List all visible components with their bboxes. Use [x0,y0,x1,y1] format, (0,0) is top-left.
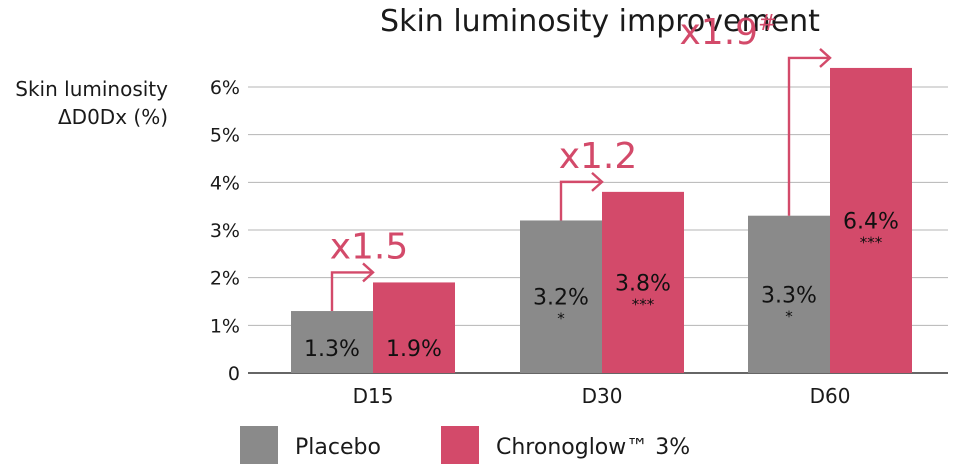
y-tick-label: 6% [210,77,240,99]
y-tick-label: 1% [210,315,240,337]
y-tick-label: 3% [210,220,240,242]
legend-swatch-chronoglow [441,426,479,464]
y-axis-label-line-1: Skin luminosity [15,77,168,101]
chart-title: Skin luminosity improvement [380,4,820,39]
y-axis-label-line-2: ΔD0Dx (%) [58,105,168,129]
bar-chronoglow-d60 [830,67,912,373]
ratio-arrow [559,180,600,221]
x-tick-label-d15: D15 [353,384,394,408]
ratio-arrow [330,271,371,312]
ratio-arrow [787,56,828,216]
grid: 0 1% 2% 3% 4% 5% 6% [210,77,948,385]
significance-mark: *** [632,295,655,313]
bar-placebo-d15 [291,311,373,373]
ratio-label-superscript: # [758,11,776,36]
bar-placebo-d60 [748,215,830,373]
ratio-annotations: x1.5 x1.2 x1.9# [330,11,832,312]
y-tick-label: 4% [210,172,240,194]
y-tick-label: 0 [228,363,240,385]
x-tick-label-d30: D30 [582,384,623,408]
significance-mark: * [785,307,793,325]
y-tick-label: 2% [210,268,240,290]
bars: 1.3% 1.9%D153.2%*3.8%***D303.3%*6.4%***D6… [291,67,912,408]
significance-mark: *** [860,233,883,251]
legend: Placebo Chronoglow™ 3% [240,426,690,464]
legend-label-chronoglow: Chronoglow™ 3% [496,435,690,460]
data-label: 3.2% [533,286,589,311]
significance-mark: * [557,310,565,328]
x-tick-label-d60: D60 [810,384,851,408]
data-label: 3.8% [615,271,671,296]
data-label: 3.3% [761,283,817,308]
ratio-label: x1.2 [559,136,638,177]
data-label: 1.3% [304,337,360,362]
legend-label-placebo: Placebo [295,435,381,460]
data-label: 1.9% [386,337,442,362]
data-label: 6.4% [843,209,899,234]
ratio-label: x1.9# [680,11,777,53]
bar-placebo-d30 [520,220,602,373]
bar-chronoglow-d30 [602,191,684,373]
ratio-arrowhead [591,171,604,192]
bar-chronoglow-d15 [373,282,455,373]
ratio-arrowhead [362,262,375,283]
ratio-label: x1.5 [330,226,409,267]
ratio-arrowhead [819,48,832,68]
y-tick-label: 5% [210,125,240,147]
legend-swatch-placebo [240,426,278,464]
